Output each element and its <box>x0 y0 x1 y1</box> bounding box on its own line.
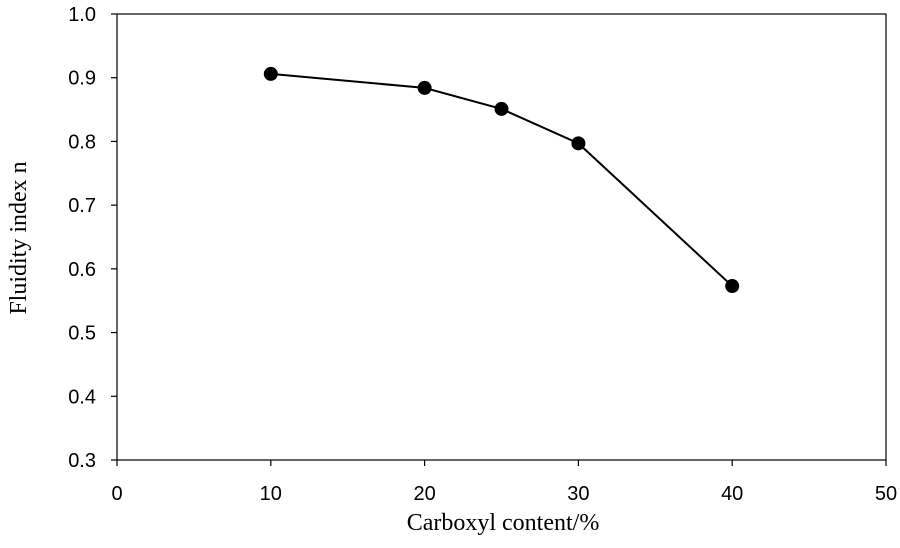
x-tick-label: 20 <box>413 483 435 505</box>
x-tick-label: 30 <box>567 483 589 505</box>
data-series <box>263 66 740 294</box>
data-point <box>417 80 432 95</box>
axes <box>116 13 887 461</box>
data-point <box>494 101 509 116</box>
y-tick-label: 0.7 <box>68 195 96 217</box>
y-tick-label: 0.6 <box>68 259 96 281</box>
y-tick-label: 0.3 <box>68 450 96 472</box>
data-point <box>571 136 586 151</box>
y-tick-label: 0.4 <box>68 386 96 408</box>
data-point <box>725 279 740 294</box>
y-axis-title: Fluidity index n <box>6 161 32 314</box>
y-tick-label: 0.8 <box>68 131 96 153</box>
y-tick-label: 1.0 <box>68 4 96 26</box>
x-axis-title: Carboxyl content/% <box>407 510 600 536</box>
y-tick-label: 0.5 <box>68 323 96 345</box>
x-tick-label: 10 <box>260 483 282 505</box>
x-tick-label: 0 <box>111 483 122 505</box>
x-tick-label: 40 <box>721 483 743 505</box>
data-point <box>263 66 278 81</box>
tick-marks: 0 10 20 30 40 50 0.3 0.4 0.5 0.6 0.7 0.8 0.9 1.0 <box>68 4 897 505</box>
plot-frame <box>116 13 887 461</box>
x-tick-label: 50 <box>875 483 897 505</box>
y-tick-label: 0.9 <box>68 68 96 90</box>
